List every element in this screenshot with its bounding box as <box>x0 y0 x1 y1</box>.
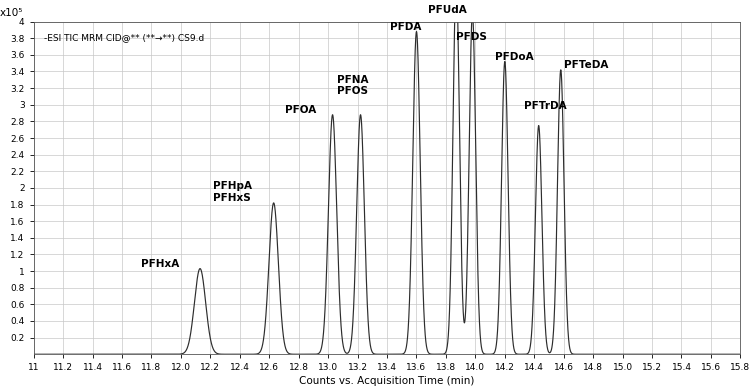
Text: PFUdA: PFUdA <box>428 5 467 15</box>
Text: PFOA: PFOA <box>286 105 317 115</box>
Text: PFNA
PFOS: PFNA PFOS <box>337 75 368 96</box>
Text: PFDA: PFDA <box>390 22 421 32</box>
Text: PFHxA: PFHxA <box>141 259 179 269</box>
Text: x10⁵: x10⁵ <box>0 8 23 18</box>
X-axis label: Counts vs. Acquisition Time (min): Counts vs. Acquisition Time (min) <box>299 376 475 387</box>
Text: PFTrDA: PFTrDA <box>524 102 566 111</box>
Text: PFDoA: PFDoA <box>494 51 533 62</box>
Text: PFTeDA: PFTeDA <box>564 60 608 70</box>
Text: -ESI TIC MRM CID@** (**→**) CS9.d: -ESI TIC MRM CID@** (**→**) CS9.d <box>45 33 205 42</box>
Text: PFDS: PFDS <box>456 33 487 42</box>
Text: PFHpA
PFHxS: PFHpA PFHxS <box>213 181 253 203</box>
